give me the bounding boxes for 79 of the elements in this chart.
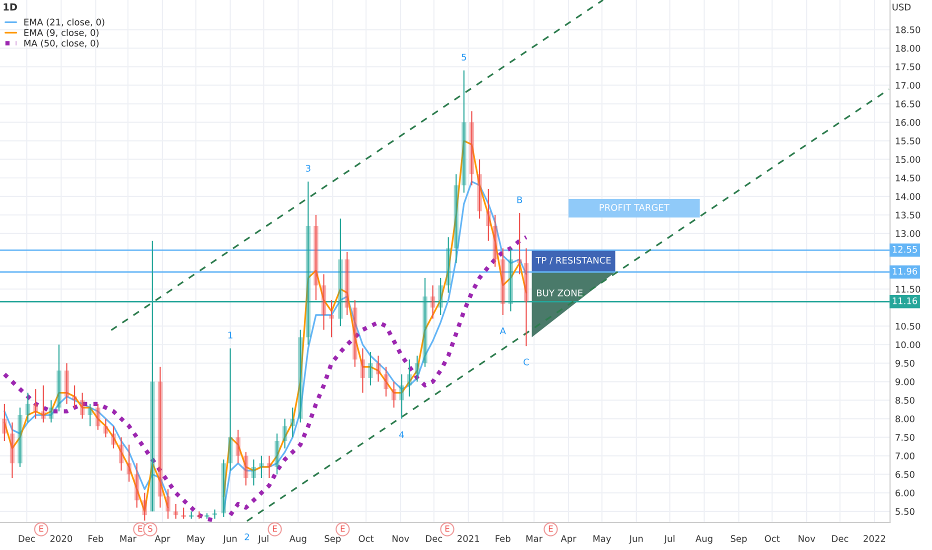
x-tick-label: May [593, 535, 611, 544]
x-tick-label: Dec [426, 535, 442, 542]
annotation: 5 [462, 54, 466, 61]
chart-title: 1D [4, 3, 17, 11]
y-tick-label: 7.50 [896, 434, 914, 441]
x-tick-label: Aug [289, 535, 306, 544]
y-tick-label: 16.00 [896, 119, 920, 126]
x-tick-label: Oct [764, 535, 780, 542]
series-label: PROFIT TARGET [600, 204, 670, 211]
annotation: A [500, 328, 506, 334]
legend-label: MA (50, close, 0) [24, 40, 99, 48]
y-tick-label: 13.50 [896, 212, 920, 218]
x-tick-label: Feb [88, 535, 104, 542]
y-tick-label: 11.50 [896, 286, 920, 293]
x-tick-label: Mar [120, 535, 136, 542]
y-tick-label: 17.00 [896, 82, 920, 89]
y-tick-label: 15.50 [896, 138, 920, 144]
legend-label: EMA (9, close, 0) [24, 29, 98, 38]
annotation: E [445, 526, 450, 532]
text: USD [892, 4, 911, 10]
y-tick-label: 9.50 [895, 360, 914, 367]
legend-label: EMA (21, close, 0) [24, 18, 104, 27]
y-tick-label: 15.00 [896, 156, 920, 163]
series-label: BUY ZONE [537, 290, 583, 296]
x-tick-label: 2021 [458, 535, 480, 542]
ref-line-label: 11.16 [892, 297, 918, 304]
x-tick-label: May [187, 535, 205, 544]
x-tick-label: Jul [258, 535, 268, 544]
x-tick-label: Sep [324, 535, 341, 544]
y-tick-label: 14.50 [896, 174, 920, 182]
series-label: TP / RESISTANCE [536, 256, 611, 264]
y-tick-label: 13.00 [896, 230, 920, 238]
x-tick-label: Apr [154, 535, 170, 544]
x-tick-label: Feb [496, 535, 510, 542]
annotation: 1 [228, 332, 232, 338]
ref-line-label: 11.96 [892, 268, 918, 275]
y-tick-label: 5.50 [896, 508, 914, 515]
x-tick-label: Nov [392, 535, 410, 542]
candlestick [181, 507, 186, 520]
x-tick-label: Jul [664, 535, 674, 544]
x-tick-label: Mar [526, 535, 543, 542]
y-tick-label: 10.50 [896, 322, 920, 330]
annotation: C [524, 358, 529, 366]
annotation: E [340, 526, 345, 532]
annotation: 4 [399, 431, 404, 438]
y-tick-label: 18.00 [896, 44, 920, 52]
x-tick-label: Sep [730, 535, 747, 544]
annotation: 2 [244, 533, 249, 540]
x-tick-label: 2022 [864, 535, 886, 542]
y-tick-label: 6.00 [896, 490, 914, 496]
x-tick-label: Aug [696, 535, 712, 544]
x-tick-label: Dec [832, 535, 848, 542]
y-tick-label: 8.00 [896, 415, 914, 422]
y-tick-label: 7.00 [896, 452, 914, 460]
ref-line-label: 12.55 [892, 246, 917, 253]
x-tick-label: Jun [628, 535, 643, 544]
x-tick-label: Apr [560, 535, 576, 544]
y-tick-label: 17.50 [896, 63, 920, 70]
y-tick-label: 14.00 [896, 193, 920, 200]
x-tick-label: Jun [222, 535, 237, 544]
y-tick-label: 18.50 [896, 26, 920, 34]
annotation: 3 [306, 164, 310, 172]
candlestick [259, 455, 264, 479]
x-tick-label: 2020 [50, 535, 72, 542]
candlestick [204, 512, 210, 520]
y-tick-label: 9.00 [895, 378, 914, 386]
annotation: S [148, 525, 152, 532]
annotation: B [517, 196, 522, 204]
x-tick-label: Dec [18, 535, 35, 542]
y-tick-label: 16.50 [896, 100, 920, 108]
annotation: E [548, 526, 553, 532]
annotation: E [138, 526, 142, 532]
y-tick-label: 10.00 [896, 341, 920, 348]
x-tick-label: Oct [358, 535, 374, 542]
y-tick-label: 8.50 [896, 396, 914, 404]
y-tick-label: 6.50 [896, 471, 914, 478]
x-tick-label: Nov [798, 535, 816, 542]
annotation: E [39, 526, 44, 532]
annotation: E [272, 526, 277, 532]
